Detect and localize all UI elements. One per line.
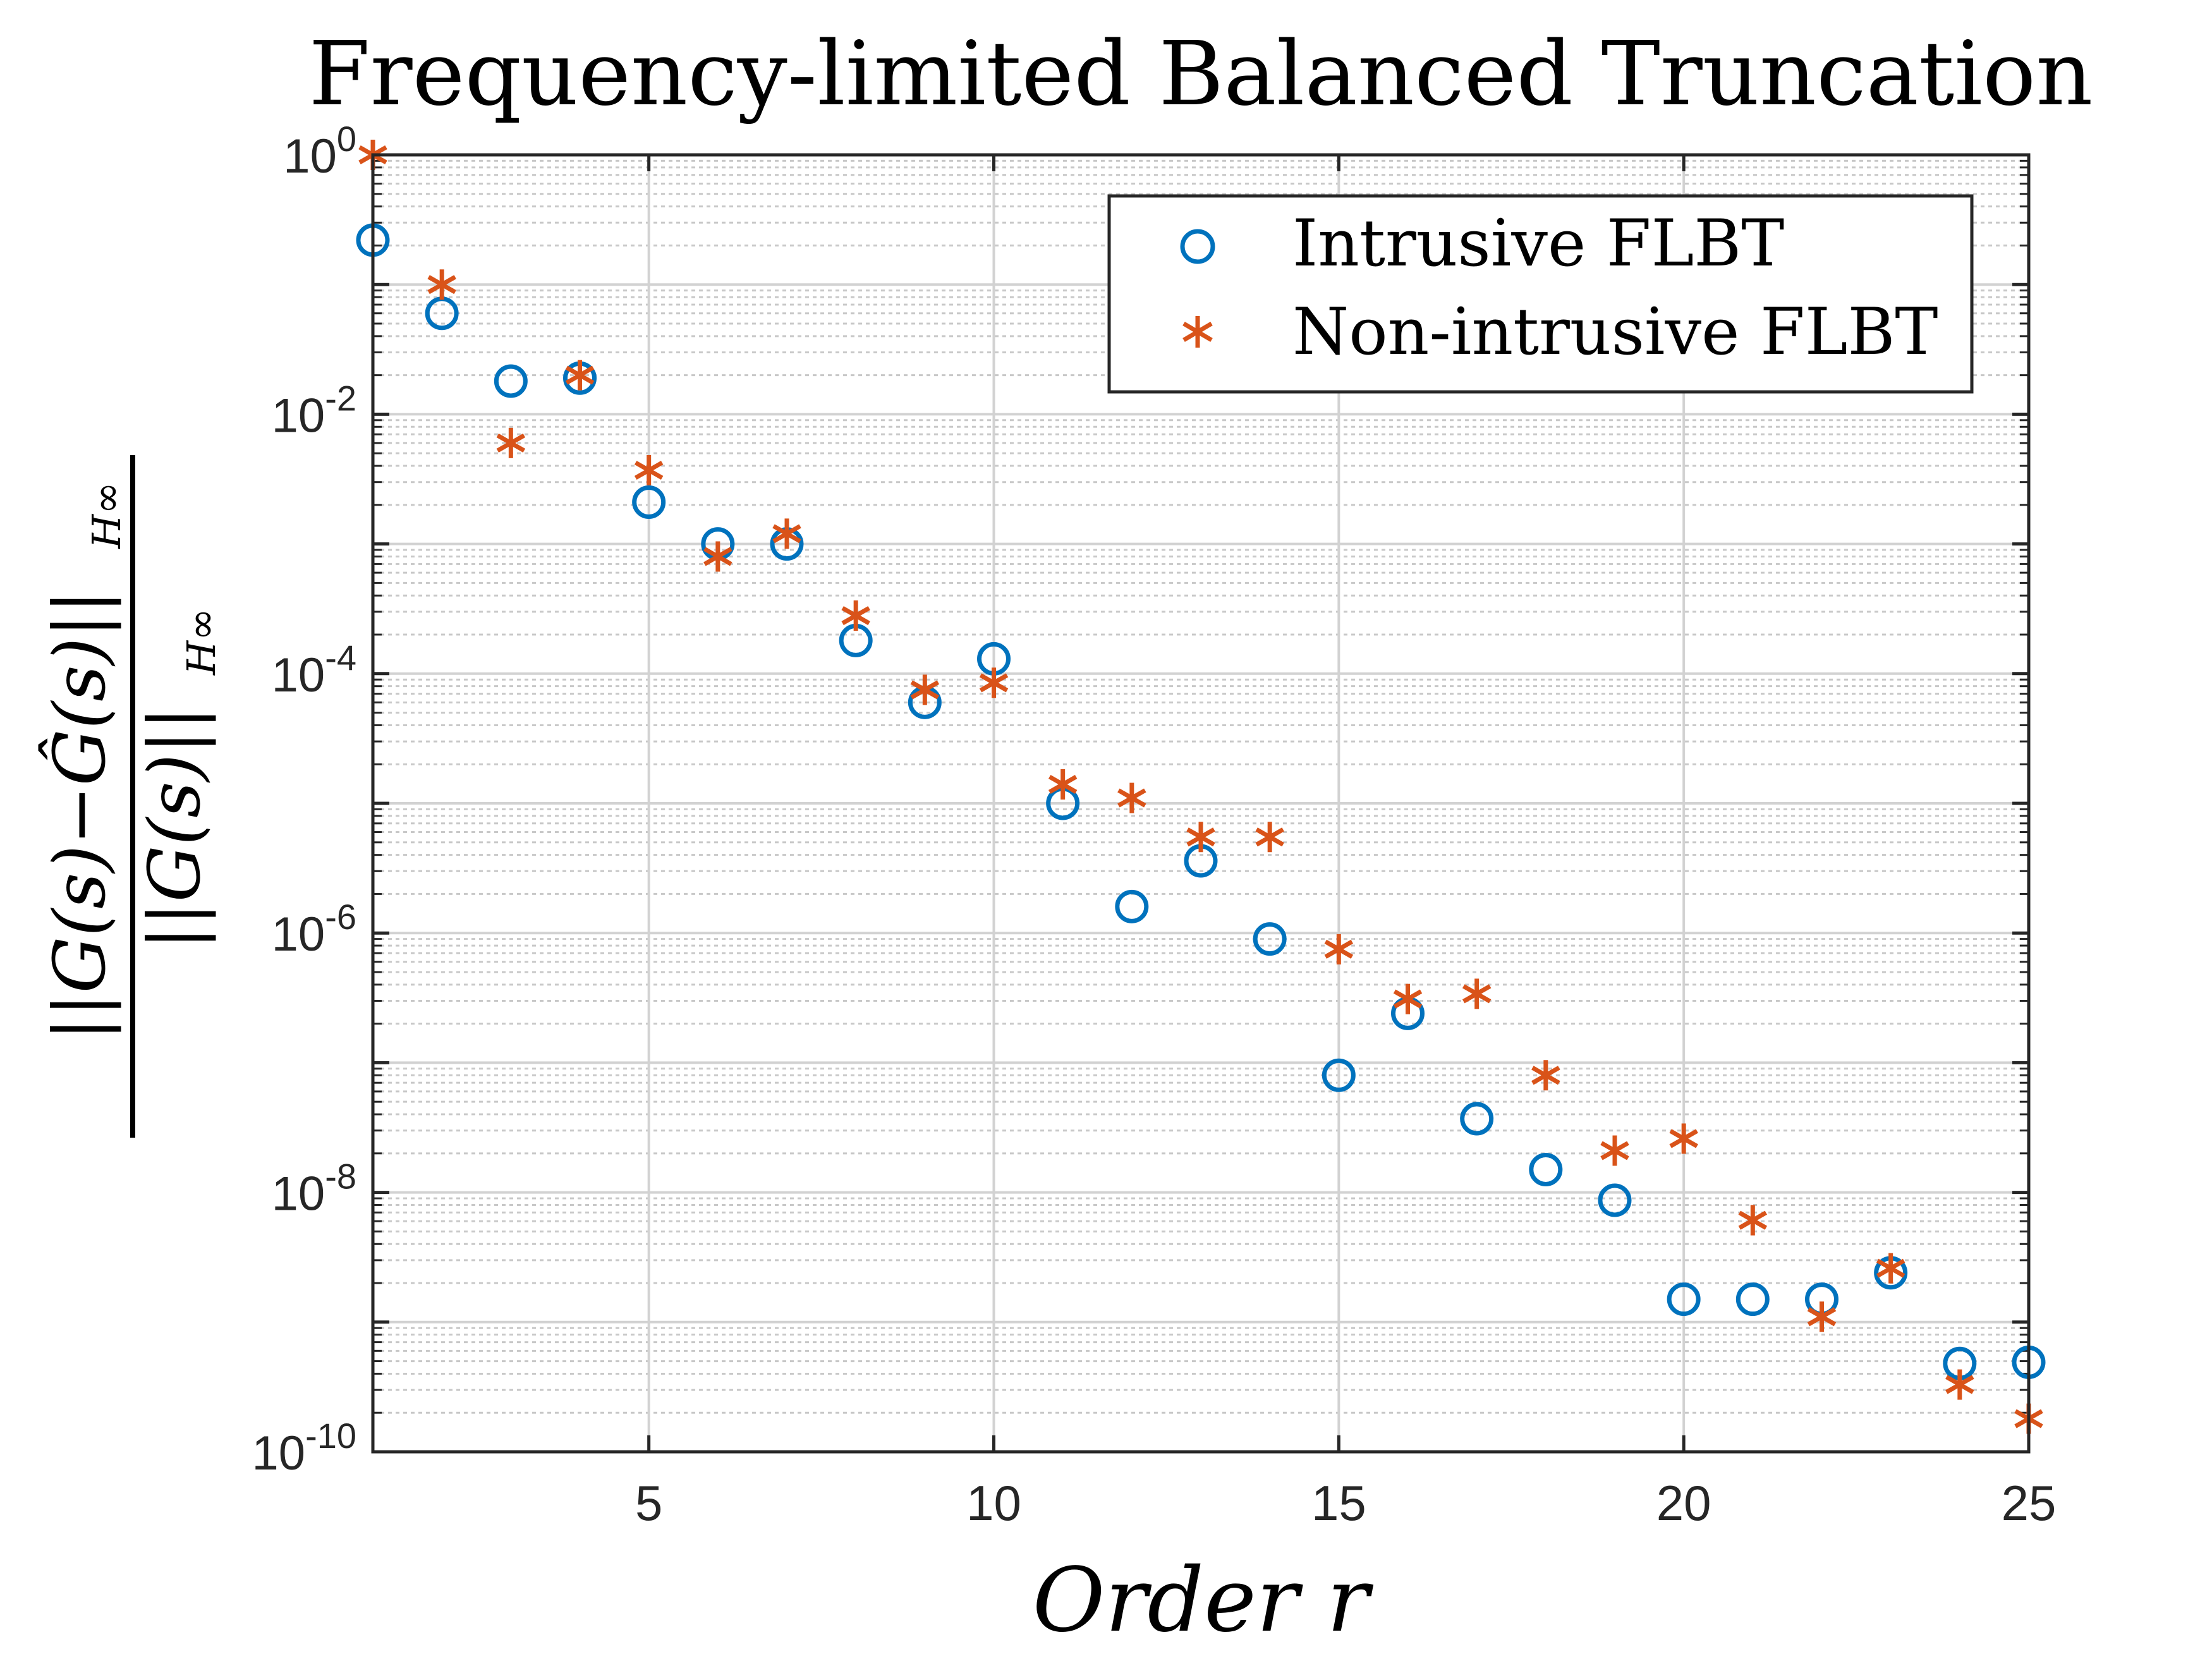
data-point-non-intrusive [1048, 769, 1078, 800]
data-point-non-intrusive [1324, 934, 1354, 964]
x-axis-label: Order r [1033, 1549, 1374, 1652]
legend-marker-intrusive [1180, 229, 1215, 264]
x-tick-label: 25 [2002, 1475, 2057, 1531]
data-point-non-intrusive [910, 674, 940, 705]
legend-box [1107, 194, 1974, 394]
plot-frame [371, 153, 2031, 1454]
data-point-non-intrusive [1393, 983, 1423, 1014]
data-point-non-intrusive [1186, 822, 1215, 853]
data-point-non-intrusive [496, 427, 526, 458]
series-layer [356, 140, 2046, 1434]
data-point-non-intrusive [1255, 822, 1284, 853]
data-point-non-intrusive [703, 541, 732, 572]
y-tick-label: 10-6 [272, 897, 356, 961]
y-label-denominator: ||G(s)|| [134, 706, 216, 949]
y-tick-label: 100 [283, 119, 356, 183]
y-tick-label: 10-10 [252, 1416, 356, 1480]
data-point-non-intrusive [1117, 782, 1146, 813]
data-point-non-intrusive [634, 455, 664, 486]
data-point-non-intrusive [1531, 1060, 1560, 1091]
data-point-intrusive [1253, 922, 1287, 956]
data-point-intrusive [632, 485, 666, 519]
data-point-non-intrusive [979, 667, 1009, 698]
data-point-non-intrusive [427, 269, 456, 300]
chart-title: Frequency-limited Balanced Truncation [309, 23, 2093, 126]
data-point-intrusive [1667, 1282, 1701, 1317]
data-point-non-intrusive [565, 360, 595, 391]
y-label-numerator-subscript: H∞ [83, 482, 130, 549]
data-point-non-intrusive [1738, 1205, 1768, 1236]
data-point-non-intrusive [1462, 978, 1492, 1009]
x-tick-label: 10 [966, 1475, 1021, 1531]
series-non-intrusive [358, 140, 2043, 1434]
legend-label-non-intrusive: Non-intrusive FLBT [1292, 295, 1938, 370]
data-point-non-intrusive [841, 600, 870, 631]
data-point-non-intrusive [1600, 1135, 1629, 1166]
y-tick-label: 10-4 [272, 638, 356, 702]
y-tick-label: 10-2 [272, 378, 356, 442]
data-point-intrusive [1598, 1183, 1632, 1217]
x-tick-label: 5 [635, 1475, 662, 1531]
y-tick-label: 10-8 [272, 1157, 356, 1221]
data-point-non-intrusive [1669, 1123, 1698, 1154]
legend-marker-non-intrusive [1182, 316, 1213, 348]
y-axis-label: ||G(s)−Ĝ(s)|| H∞ ||G(s)|| H∞ [39, 455, 224, 1138]
x-tick-labels: 5 10 15 20 25 [635, 1475, 2056, 1531]
data-point-non-intrusive [1807, 1301, 1837, 1332]
data-point-intrusive [1460, 1102, 1494, 1136]
data-point-non-intrusive [772, 518, 801, 549]
data-point-intrusive [1322, 1058, 1356, 1092]
data-point-non-intrusive [1876, 1253, 1905, 1284]
x-tick-label: 20 [1656, 1475, 1711, 1531]
y-label-numerator: ||G(s)−Ĝ(s)|| [39, 590, 121, 1040]
y-label-denominator-subscript: H∞ [178, 608, 224, 676]
legend: Intrusive FLBT Non-intrusive FLBT [1107, 194, 1974, 394]
data-point-intrusive [1529, 1152, 1563, 1186]
data-point-non-intrusive [1945, 1369, 1974, 1400]
legend-label-intrusive: Intrusive FLBT [1292, 206, 1784, 281]
y-tick-labels: 100 10-2 10-4 10-6 10-8 10-10 [252, 119, 356, 1480]
data-point-intrusive [494, 364, 528, 398]
data-point-intrusive [1735, 1282, 1770, 1317]
x-tick-label: 15 [1311, 1475, 1366, 1531]
data-point-intrusive [1115, 889, 1149, 923]
